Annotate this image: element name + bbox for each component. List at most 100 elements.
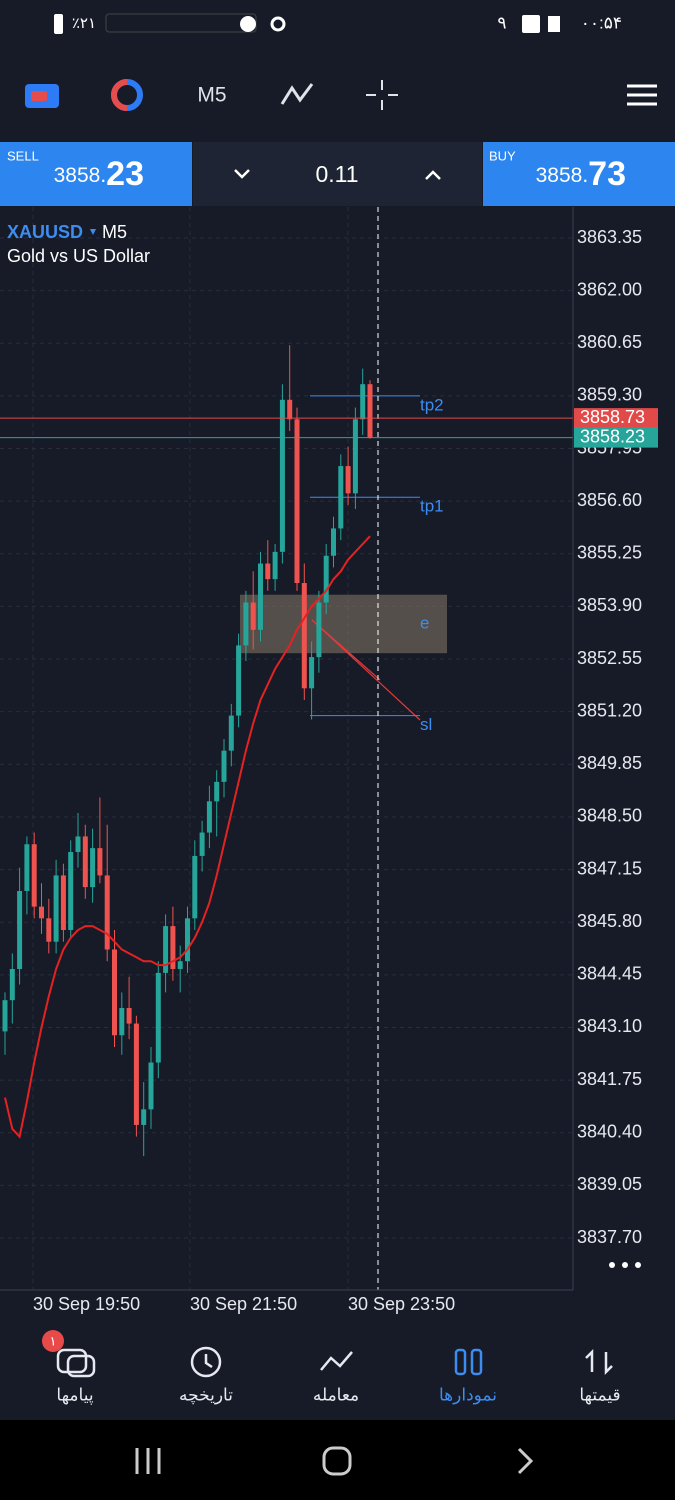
menu-icon[interactable]: [627, 84, 657, 106]
x-tick-label: 30 Sep 21:50: [190, 1294, 297, 1314]
ask-tag: [574, 408, 658, 429]
level-label: tp2: [420, 395, 444, 414]
candle-body: [2, 1000, 8, 1032]
timeframe-button[interactable]: M5: [197, 84, 226, 107]
candle-body: [97, 848, 103, 876]
battery-level: ٪۲۱: [72, 15, 96, 32]
candle-body: [206, 801, 212, 833]
level-label: tp1: [420, 497, 444, 516]
candle-body: [221, 750, 227, 782]
signal-icons: [105, 13, 286, 33]
crosshair-icon[interactable]: [366, 80, 398, 110]
candle-body: [367, 384, 373, 438]
candle-body: [133, 1023, 139, 1125]
symbol[interactable]: XAUUSD: [7, 222, 83, 242]
objects-icon[interactable]: [280, 83, 314, 105]
buy-price-frac: 73: [588, 155, 626, 193]
candle-body: [192, 855, 198, 919]
sell-price-frac: 23: [106, 155, 144, 193]
candle-body: [126, 1007, 132, 1024]
trend-lines: [311, 619, 421, 721]
candle-body: [250, 602, 256, 630]
nav-label[interactable]: نمودارها: [439, 1385, 497, 1404]
moving-average: [4, 535, 371, 1139]
sell-price: 3858.23: [54, 155, 144, 193]
candle-body: [163, 926, 169, 973]
candle-body: [228, 715, 234, 751]
x-tick-label: 30 Sep 19:50: [33, 1294, 140, 1314]
y-tick-label: 3848.50: [577, 806, 642, 826]
candle-body: [258, 563, 263, 630]
candle-body: [17, 891, 23, 969]
chart-timeframe: M5: [102, 222, 127, 242]
candle-body: [265, 563, 271, 580]
y-tick-label: 3859.30: [577, 385, 642, 405]
zone-label: e: [420, 613, 429, 632]
buy-price-int: 3858.: [536, 164, 589, 187]
y-tick-label: 3852.55: [577, 648, 642, 668]
candle-body: [141, 1109, 147, 1125]
candle-body: [53, 875, 59, 942]
y-tick-label: 3845.80: [577, 911, 642, 931]
candle-body: [185, 918, 190, 962]
candle-body: [352, 419, 358, 494]
y-tick-label: 3841.75: [577, 1069, 642, 1089]
candle-body: [155, 972, 161, 1063]
nav-label[interactable]: معامله: [313, 1385, 359, 1404]
level-label: sl: [420, 715, 432, 734]
candle-body: [331, 528, 336, 556]
system-buttons[interactable]: [135, 1446, 534, 1476]
y-tick-label: 3847.15: [577, 858, 642, 878]
trade-icon-part: [31, 91, 47, 101]
volume-down[interactable]: [234, 169, 250, 179]
badge-count: ۱: [50, 1333, 57, 1348]
status-icon: [522, 15, 540, 33]
bottom-nav: [0, 1320, 675, 1420]
indicator-icon-part: [111, 79, 128, 111]
nav-label[interactable]: پیامها: [56, 1385, 93, 1405]
candle-body: [24, 844, 30, 892]
candle-body: [243, 602, 249, 646]
y-tick-label: 3853.90: [577, 595, 642, 615]
candle-body: [309, 657, 315, 689]
candle-body: [272, 551, 278, 580]
candle-body: [170, 926, 176, 969]
y-tick-label: 3843.10: [577, 1016, 642, 1036]
candle-body: [68, 852, 74, 931]
volume-up[interactable]: [425, 170, 441, 180]
buy-price: 3858.73: [536, 155, 626, 193]
candle-body: [360, 384, 366, 420]
sell-price-int: 3858.: [54, 164, 107, 187]
candle-body: [287, 399, 293, 420]
symbol-dropdown[interactable]: [90, 229, 96, 235]
badge: [42, 1330, 64, 1352]
x-tick-label: 30 Sep 23:50: [348, 1294, 455, 1314]
sell-button[interactable]: [0, 142, 192, 206]
y-tick-label: 3849.85: [577, 753, 642, 773]
clock: ۰۰:۵۴: [581, 13, 622, 32]
y-tick-label: 3840.40: [577, 1121, 642, 1141]
ask-price: 3858.73: [580, 407, 645, 427]
candle-body: [316, 602, 322, 658]
buy-label: BUY: [489, 148, 516, 163]
chart: 3863.353862.003860.653859.303857.953856.…: [0, 207, 658, 1314]
bid-price: 3858.23: [580, 426, 645, 446]
candle-body: [279, 399, 285, 552]
candle-body: [75, 836, 81, 853]
nav-label[interactable]: قیمتها: [579, 1385, 620, 1405]
more-icon[interactable]: [609, 1262, 641, 1268]
y-tick-label: 3856.60: [577, 490, 642, 510]
candle-body: [90, 848, 96, 888]
candle-body: [301, 583, 307, 689]
system-nav: [0, 1420, 675, 1500]
candle-body: [338, 466, 344, 529]
volume[interactable]: 0.11: [315, 161, 358, 187]
sell-label: SELL: [7, 148, 39, 163]
y-tick-label: 3863.35: [577, 227, 642, 247]
notification-count: ۹: [497, 13, 506, 32]
entry-zone: [240, 594, 447, 654]
y-tick-label: 3844.45: [577, 964, 642, 984]
candle-body: [199, 832, 205, 856]
buy-button[interactable]: [483, 142, 675, 206]
nav-label[interactable]: تاریخچه: [179, 1385, 233, 1405]
